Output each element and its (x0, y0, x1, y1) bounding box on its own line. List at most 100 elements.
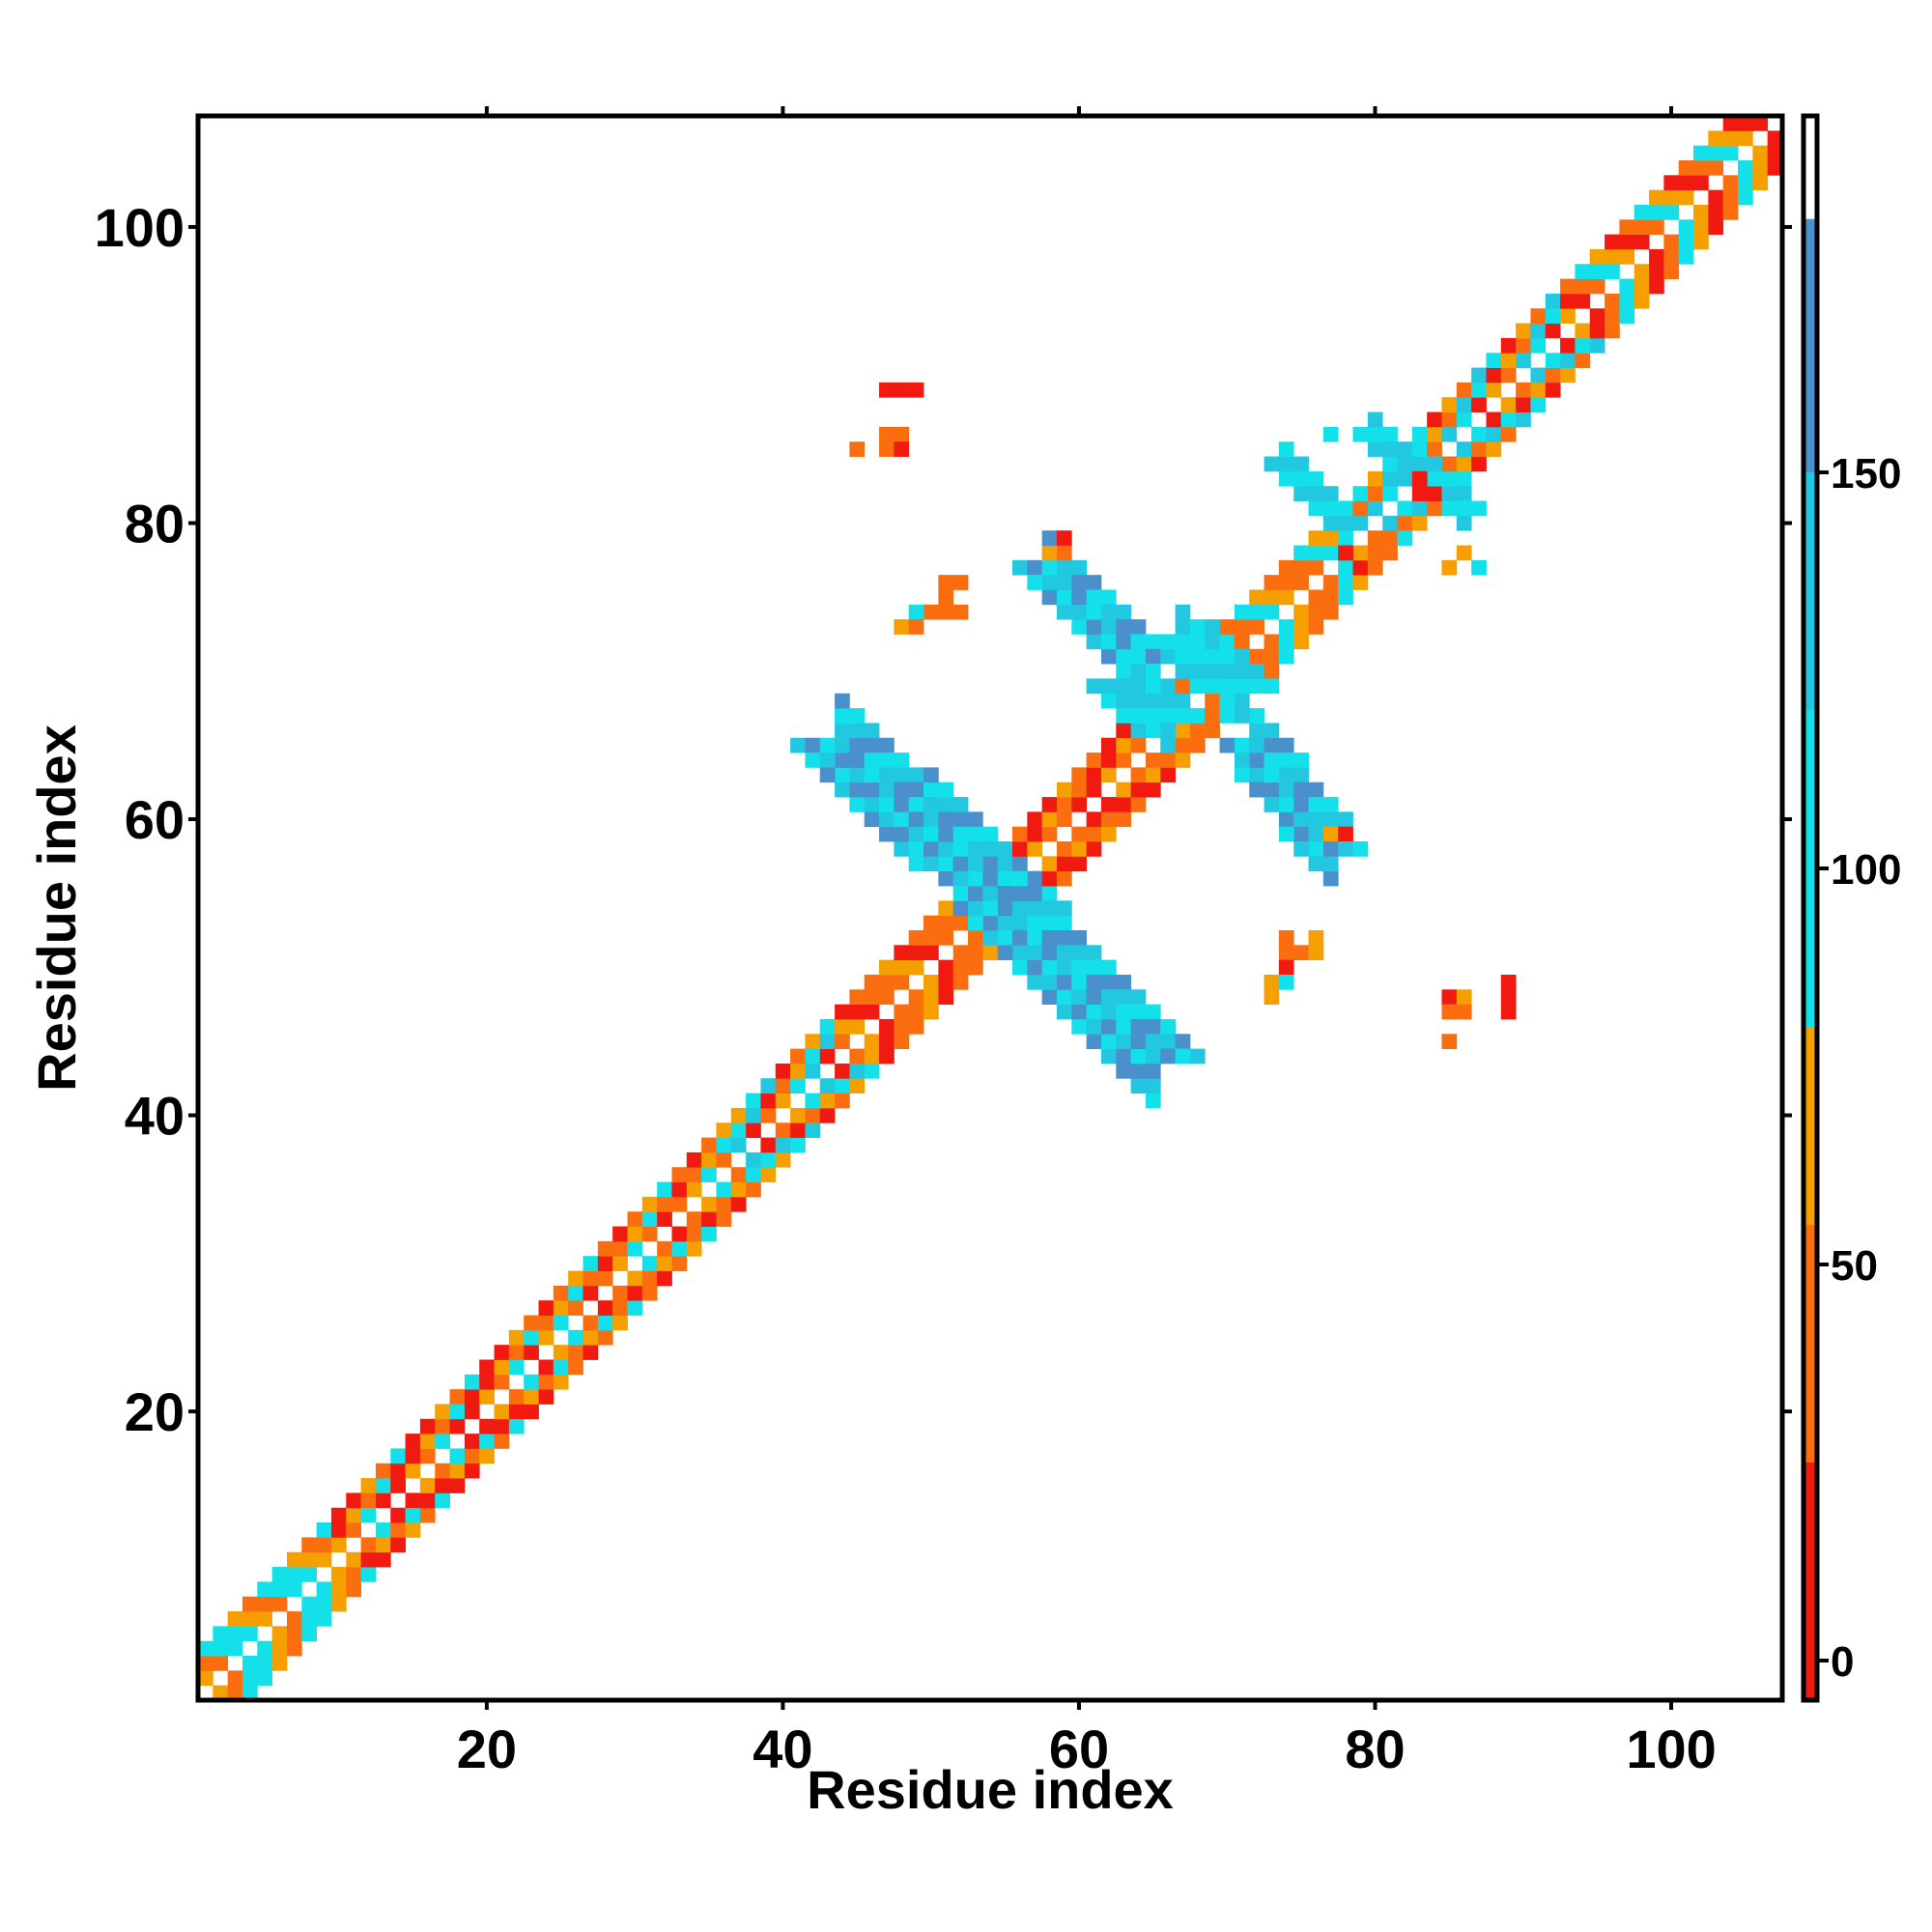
heatmap-cell (1308, 619, 1324, 635)
heatmap-cell (257, 1596, 273, 1612)
heatmap-cell (923, 915, 939, 931)
heatmap-cell (524, 1389, 539, 1405)
heatmap-cell (1767, 130, 1783, 147)
heatmap-cell (1411, 456, 1428, 472)
heatmap-cell (390, 1522, 406, 1538)
heatmap-cell (835, 693, 850, 709)
heatmap-cell (1041, 929, 1058, 946)
heatmap-cell (1041, 545, 1058, 561)
heatmap-cell (641, 1226, 658, 1242)
heatmap-cell (1397, 470, 1413, 487)
heatmap-cell (1264, 974, 1280, 990)
heatmap-cell (1634, 264, 1650, 279)
x-tick-label: 40 (753, 1719, 812, 1779)
heatmap-cell (1397, 500, 1413, 517)
heatmap-cell (1234, 693, 1250, 709)
heatmap-cell (982, 826, 999, 842)
heatmap-cell (1160, 693, 1176, 709)
heatmap-cell (1100, 767, 1117, 783)
heatmap-cell (1516, 397, 1531, 412)
heatmap-cell (1649, 219, 1664, 236)
heatmap-cell (1027, 886, 1043, 901)
heatmap-cell (1752, 175, 1769, 191)
heatmap-cell (835, 1093, 850, 1109)
heatmap-cell (746, 1093, 761, 1109)
heatmap-cell (1441, 1034, 1458, 1050)
heatmap-cell (894, 797, 910, 812)
heatmap-cell (908, 1018, 924, 1035)
colorbar-band (1804, 218, 1817, 472)
heatmap-cell (641, 1196, 658, 1212)
heatmap-cell (1130, 693, 1147, 709)
heatmap-cell (1249, 589, 1264, 606)
heatmap-cell (894, 382, 910, 398)
heatmap-cell (1027, 841, 1043, 857)
x-tick-label: 80 (1345, 1719, 1405, 1779)
heatmap-cell (1116, 693, 1132, 709)
heatmap-cell (1116, 1063, 1132, 1079)
heatmap-cell (790, 1137, 806, 1153)
heatmap-cell (908, 797, 924, 812)
heatmap-cell (790, 1122, 806, 1138)
heatmap-cell (1249, 604, 1264, 620)
heatmap-cell (1693, 234, 1709, 250)
heatmap-cell (1100, 619, 1117, 635)
heatmap-cell (1308, 781, 1324, 798)
heatmap-cell (1500, 337, 1517, 354)
heatmap-cell (701, 1226, 717, 1242)
heatmap-cell (1663, 189, 1680, 206)
heatmap-cell (923, 974, 939, 990)
heatmap-cell (1278, 974, 1294, 990)
heatmap-cell (1397, 441, 1413, 457)
heatmap-cell (1145, 723, 1161, 739)
heatmap-cell (1308, 530, 1324, 546)
heatmap-cell (997, 856, 1013, 872)
heatmap-cell (938, 811, 954, 828)
heatmap-cell (938, 781, 954, 798)
heatmap-cell (716, 1122, 732, 1138)
heatmap-cell (1056, 575, 1072, 590)
heatmap-cell (790, 737, 806, 753)
heatmap-cell (227, 1626, 243, 1642)
heatmap-cell (1545, 308, 1561, 324)
heatmap-cell (819, 737, 836, 753)
heatmap-cell (894, 1034, 910, 1050)
heatmap-cell (494, 1418, 510, 1435)
heatmap-cell (908, 767, 924, 783)
heatmap-cell (864, 767, 880, 783)
heatmap-cell (982, 886, 999, 901)
heatmap-cell (1322, 841, 1339, 857)
heatmap-cell (1027, 959, 1043, 976)
colorbar-tick-label: 0 (1831, 1638, 1854, 1686)
heatmap-cell (952, 915, 969, 931)
heatmap-cell (1338, 559, 1353, 576)
heatmap-cell (775, 1063, 791, 1079)
heatmap-cell (1767, 145, 1783, 161)
heatmap-cell (1322, 530, 1339, 546)
heatmap-cell (582, 1329, 599, 1346)
heatmap-cell (952, 959, 969, 976)
heatmap-cell (1293, 841, 1309, 857)
heatmap-cell (227, 1611, 243, 1627)
heatmap-cell (1219, 737, 1236, 753)
heatmap-cell (908, 604, 924, 620)
heatmap-cell (849, 753, 866, 768)
heatmap-cell (1500, 1004, 1517, 1020)
heatmap-cell (242, 1670, 258, 1687)
heatmap-cell (864, 781, 880, 798)
heatmap-cell (582, 1345, 599, 1360)
heatmap-cell (641, 1270, 658, 1287)
heatmap-cell (1308, 470, 1324, 487)
heatmap-cell (390, 1448, 406, 1464)
heatmap-cell (1027, 974, 1043, 990)
heatmap-cell (1056, 559, 1072, 576)
heatmap-cell (1752, 116, 1769, 131)
heatmap-cell (1041, 530, 1058, 546)
heatmap-cell (938, 826, 954, 842)
heatmap-cell (1471, 426, 1487, 442)
heatmap-cell (464, 1463, 480, 1479)
heatmap-cell (1264, 648, 1280, 665)
heatmap-cell (716, 1181, 732, 1198)
heatmap-cell (330, 1522, 347, 1538)
heatmap-cell (1456, 1004, 1472, 1020)
